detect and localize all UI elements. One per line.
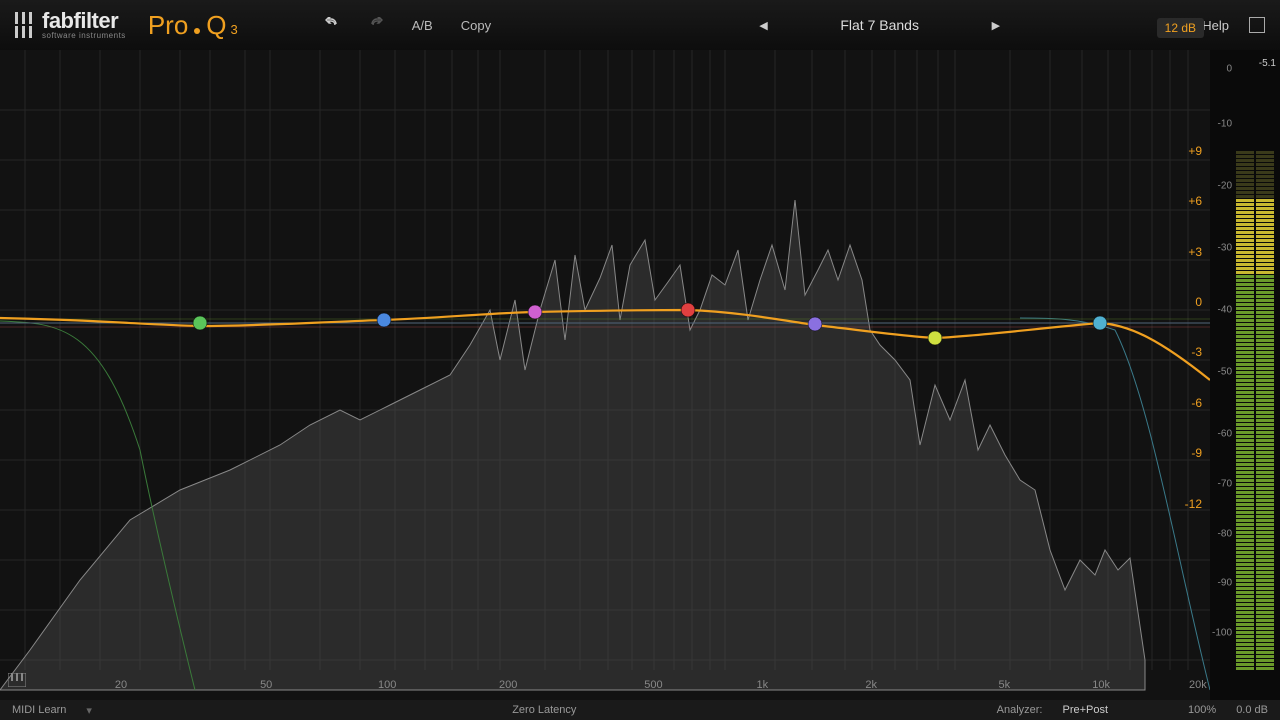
redo-button[interactable] <box>362 13 390 38</box>
undo-icon <box>324 17 340 31</box>
band-node-4[interactable] <box>681 303 695 317</box>
output-meter: -5.1 0-10-20-30-40-50-60-70-80-90-100 <box>1210 50 1280 700</box>
output-gain[interactable]: 0.0 dB <box>1236 704 1268 716</box>
analyzer-mode[interactable]: Pre+Post <box>1062 704 1108 716</box>
band-node-6[interactable] <box>928 331 942 345</box>
meter-scale: 0-10-20-30-40-50-60-70-80-90-100 <box>1210 50 1232 670</box>
frequency-scale: 20501002005001k2k5k10k20k <box>0 670 1210 700</box>
logo-icon <box>15 12 32 38</box>
copy-button[interactable]: Copy <box>455 14 497 37</box>
ab-button[interactable]: A/B <box>406 14 439 37</box>
preset-name[interactable]: Flat 7 Bands <box>780 17 980 33</box>
help-button[interactable]: Help <box>1202 18 1229 33</box>
meter-right <box>1256 151 1274 670</box>
latency-mode[interactable]: Zero Latency <box>512 704 576 716</box>
dot-icon <box>194 28 200 34</box>
meter-bars <box>1236 120 1274 670</box>
db-range-selector[interactable]: 12 dB <box>1157 18 1204 38</box>
preset-selector[interactable]: ◀ Flat 7 Bands ▶ <box>557 17 1202 33</box>
toolbar: A/B Copy <box>318 13 497 38</box>
logo: fabfilter software instruments Pro Q 3 <box>15 10 238 41</box>
piano-icon[interactable] <box>8 673 26 692</box>
logo-subtitle: software instruments <box>42 32 126 40</box>
preset-prev-icon[interactable]: ◀ <box>759 19 767 32</box>
header-bar: fabfilter software instruments Pro Q 3 A… <box>0 0 1280 50</box>
output-scale[interactable]: 100% <box>1188 704 1216 716</box>
graph-svg <box>0 50 1210 700</box>
analyzer-label: Analyzer: <box>997 704 1043 716</box>
band-node-7[interactable] <box>1093 316 1107 330</box>
band-node-2[interactable] <box>377 313 391 327</box>
meter-peak-value: -5.1 <box>1259 58 1276 69</box>
redo-icon <box>368 17 384 31</box>
meter-left <box>1236 151 1254 670</box>
band-node-1[interactable] <box>193 316 207 330</box>
eq-graph[interactable]: 20501002005001k2k5k10k20k <box>0 50 1210 700</box>
undo-button[interactable] <box>318 13 346 38</box>
footer-bar: MIDI Learn ▾ Zero Latency Analyzer: Pre+… <box>0 700 1280 720</box>
preset-next-icon[interactable]: ▶ <box>992 19 1000 32</box>
fullscreen-icon[interactable] <box>1249 17 1265 33</box>
spectrum-analyzer <box>0 200 1145 690</box>
midi-learn-button[interactable]: MIDI Learn <box>12 704 66 716</box>
logo-brand: fabfilter <box>42 10 126 32</box>
band-node-5[interactable] <box>808 317 822 331</box>
band-node-3[interactable] <box>528 305 542 319</box>
product-name: Pro Q 3 <box>148 10 238 41</box>
